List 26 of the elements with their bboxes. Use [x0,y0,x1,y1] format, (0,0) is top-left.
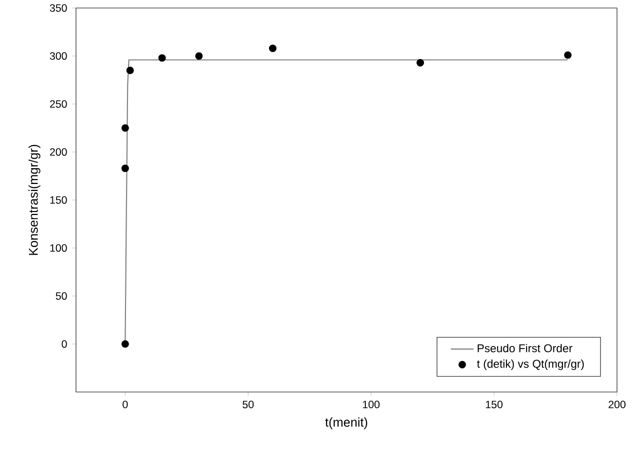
y-tick-label: 150 [50,196,67,204]
y-axis-title: Konsentrasi(mgr/gr) [28,144,40,255]
y-tick-label: 0 [62,340,67,348]
y-tick-label: 50 [56,292,67,300]
point [121,164,129,172]
y-tick-label: 200 [50,148,67,156]
legend-label: t (detik) vs Qt(mgr/gr) [477,359,584,370]
x-tick-label: 150 [486,400,503,408]
point [268,44,276,52]
y-tick-label: 300 [50,52,67,60]
x-tick-label: 100 [363,400,380,408]
y-tick-label: 250 [50,100,67,108]
point [195,52,203,60]
point [416,58,424,66]
legend-label: Pseudo First Order [478,344,572,352]
x-axis-title: t(menit) [325,417,368,430]
point [121,340,129,348]
point [121,124,129,132]
y-tick-label: 100 [50,244,67,252]
point [564,51,572,59]
x-tick-label: 50 [242,400,254,408]
y-tick-label: 350 [50,4,67,12]
x-tick-label: 0 [122,400,128,408]
x-tick-label: 200 [608,400,626,408]
point [158,54,166,62]
point [126,66,134,74]
